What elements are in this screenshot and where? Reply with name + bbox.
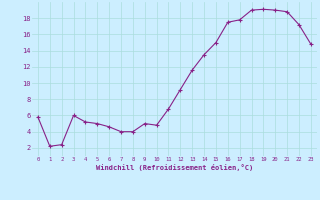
X-axis label: Windchill (Refroidissement éolien,°C): Windchill (Refroidissement éolien,°C) xyxy=(96,164,253,171)
